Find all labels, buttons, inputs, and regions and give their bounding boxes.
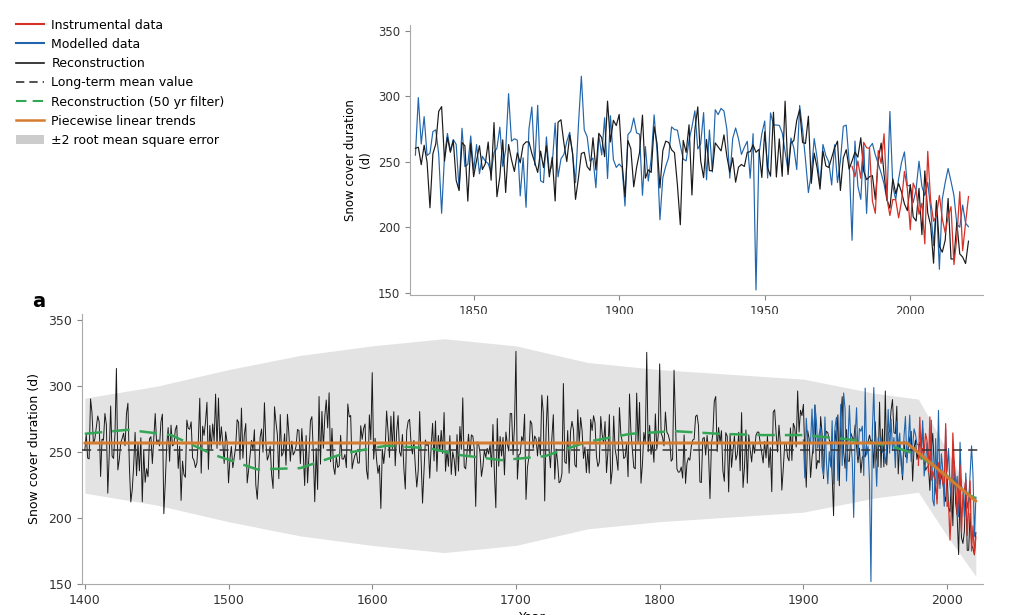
Y-axis label: Snow cover duration
(d): Snow cover duration (d): [344, 99, 372, 221]
X-axis label: Year: Year: [519, 611, 546, 615]
Text: a: a: [33, 292, 45, 311]
Legend: Instrumental data, Modelled data, Reconstruction, Long-term mean value, Reconstr: Instrumental data, Modelled data, Recons…: [16, 18, 224, 147]
Y-axis label: Snow cover duration (d): Snow cover duration (d): [29, 373, 41, 525]
